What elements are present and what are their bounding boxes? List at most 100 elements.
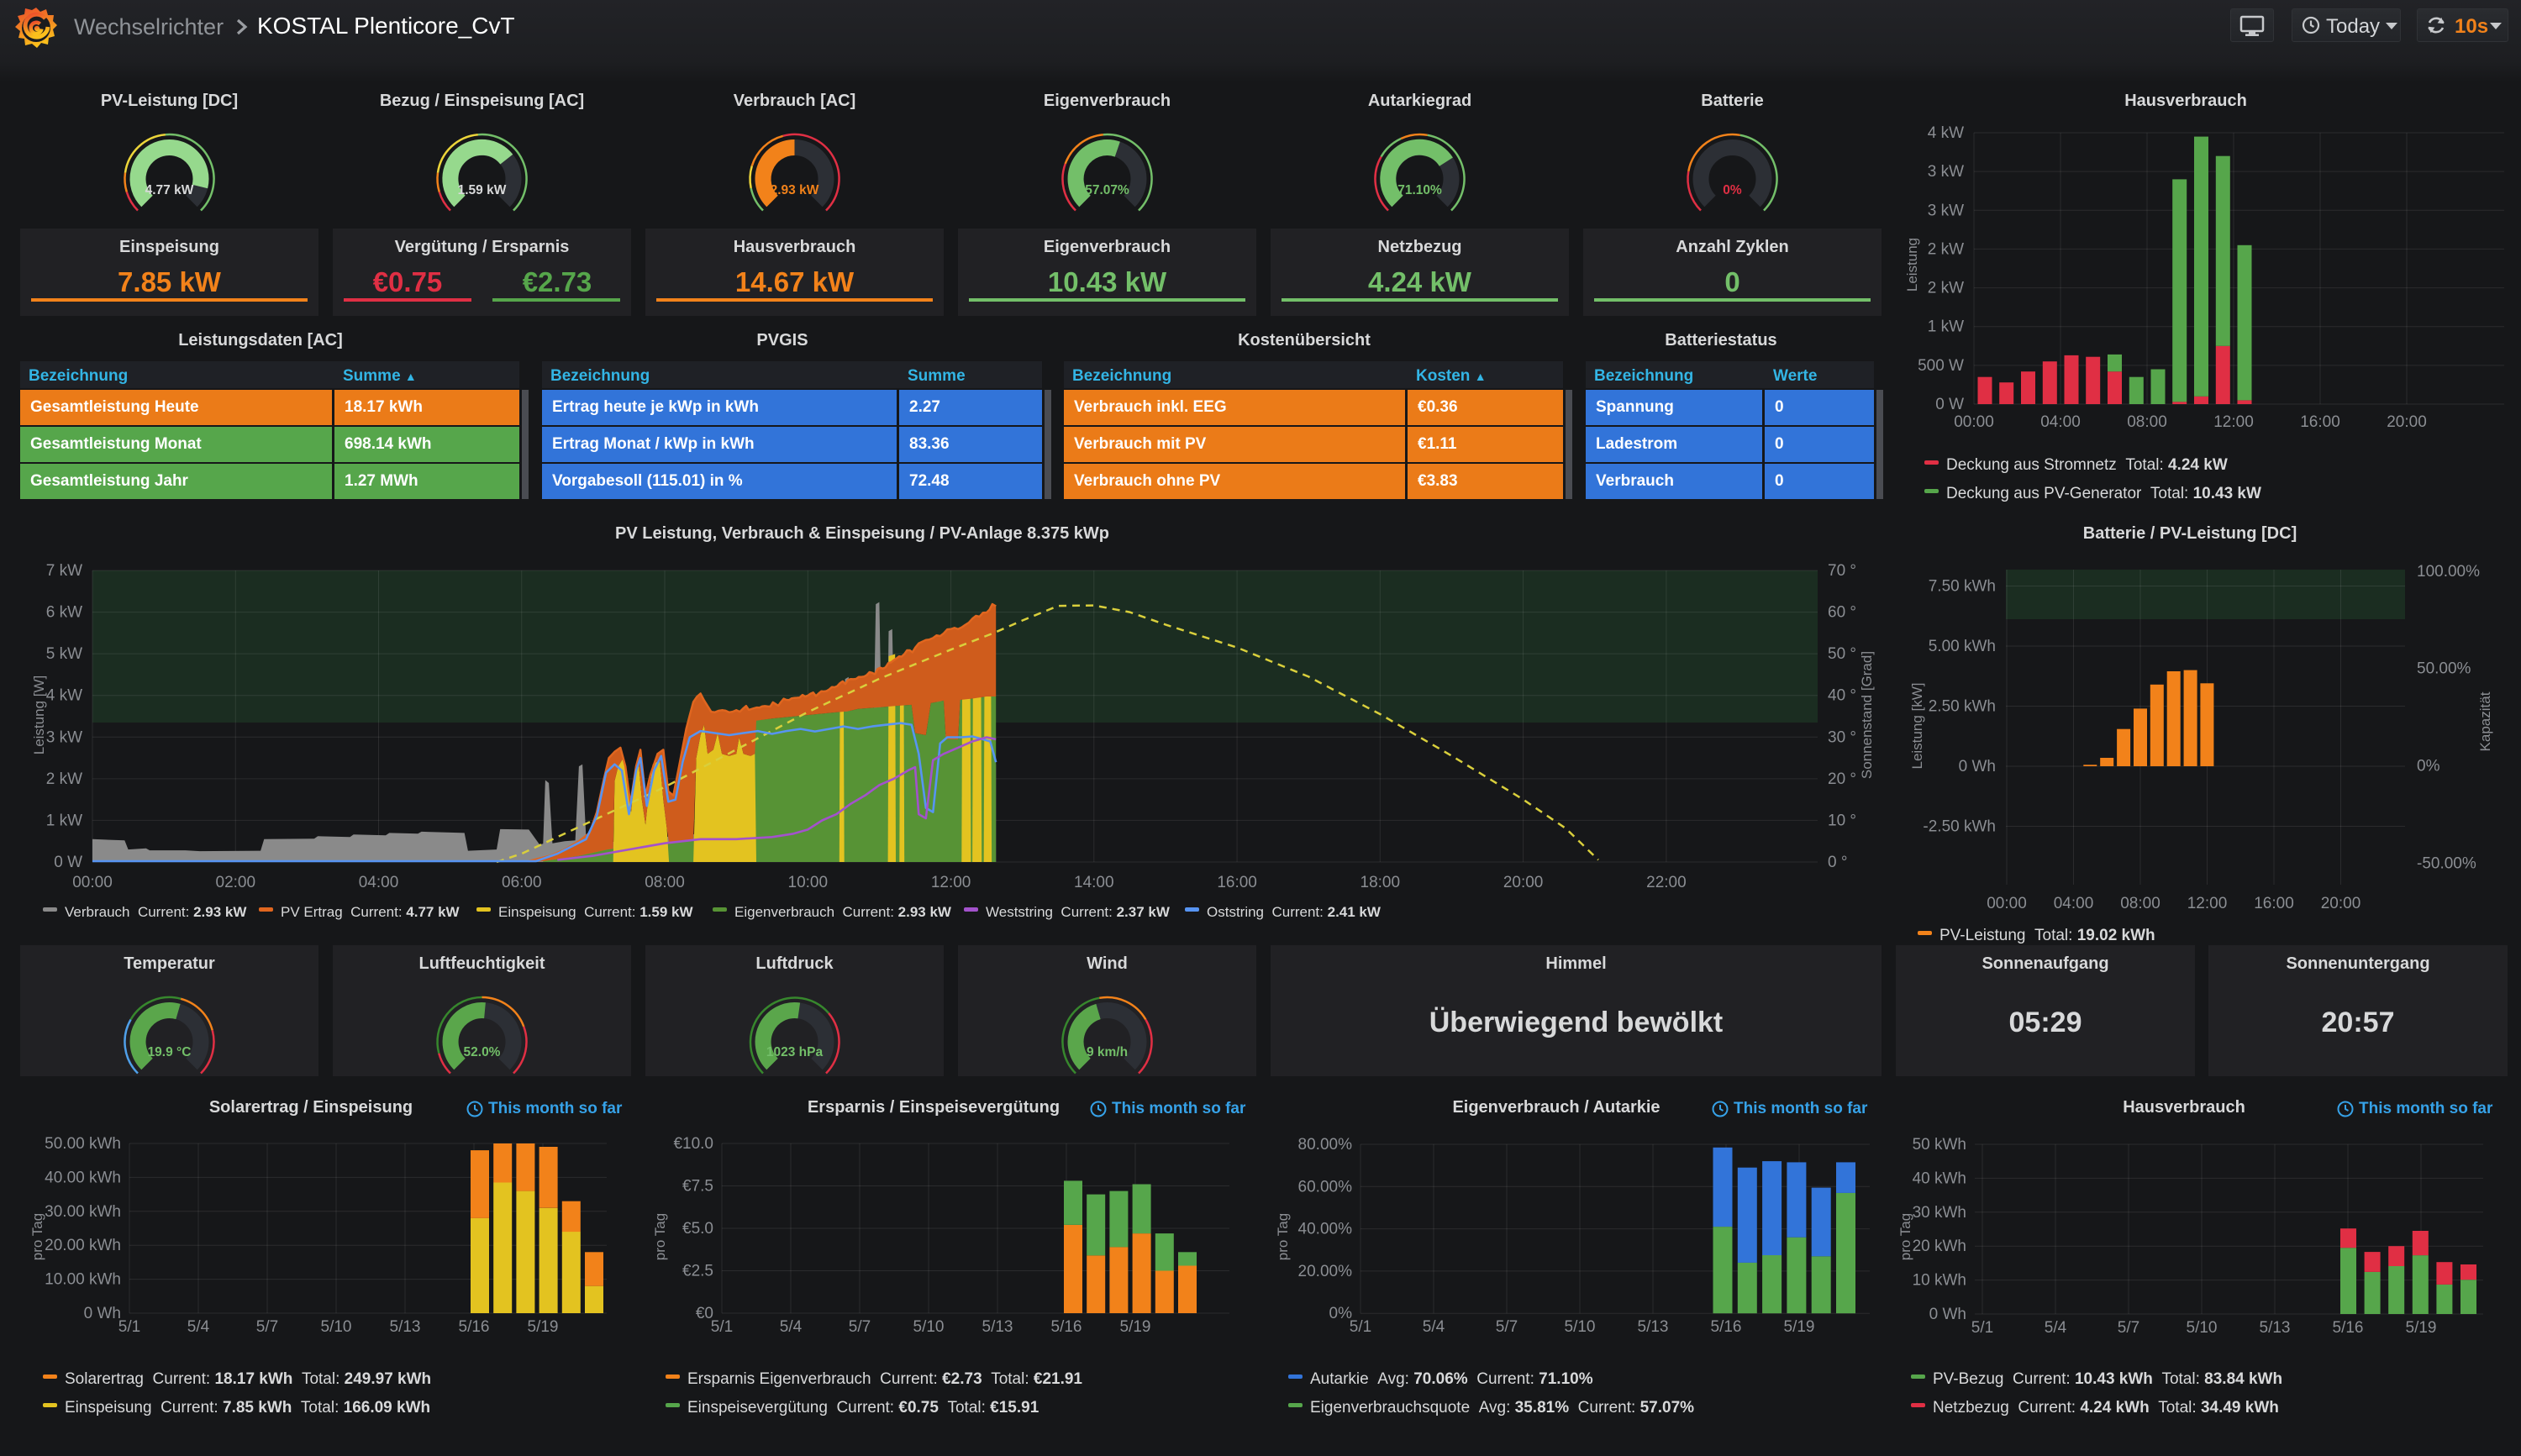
svg-text:PV-Bezug Current: 10.43 kWh: PV-Bezug Current: 10.43 kWh Total: 83.84… [1933,1370,2282,1388]
svg-text:5/13: 5/13 [982,1318,1013,1336]
svg-text:20 °: 20 ° [1828,770,1856,788]
svg-text:10 kWh: 10 kWh [1913,1272,1966,1290]
svg-text:0 °: 0 ° [1828,854,1847,871]
svg-text:20:00: 20:00 [1503,874,1544,891]
svg-text:30.00 kWh: 30.00 kWh [45,1203,121,1221]
svg-text:Deckung aus Stromnetz Total:: Deckung aus Stromnetz Total: 4.24 kW [1946,456,2228,474]
svg-text:20:00: 20:00 [2321,895,2361,912]
svg-text:5/16: 5/16 [459,1318,490,1336]
svg-text:1023 hPa: 1023 hPa [766,1045,824,1059]
svg-text:06:00: 06:00 [502,874,542,891]
svg-text:70 °: 70 ° [1828,562,1856,580]
svg-text:5 kW: 5 kW [46,645,82,663]
svg-text:50.00%: 50.00% [2417,660,2471,678]
svg-text:18:00: 18:00 [1360,874,1401,891]
svg-text:2.93 kW: 2.93 kW [771,183,819,197]
svg-text:Einspeisevergütung Current: €: Einspeisevergütung Current: €0.75 Total:… [687,1399,1039,1417]
svg-text:10:00: 10:00 [788,874,829,891]
svg-text:5/1: 5/1 [711,1318,733,1336]
svg-text:5/7: 5/7 [1496,1318,1518,1336]
svg-text:5/13: 5/13 [1638,1318,1669,1336]
svg-text:10.00 kWh: 10.00 kWh [45,1271,121,1289]
svg-text:€10.0: €10.0 [673,1135,713,1153]
svg-text:20 kWh: 20 kWh [1913,1238,1966,1255]
svg-text:0%: 0% [1329,1305,1353,1322]
svg-text:PV-Leistung Total: 19.02 kWh: PV-Leistung Total: 19.02 kWh [1939,927,2155,944]
svg-text:2 kW: 2 kW [46,770,82,788]
svg-text:00:00: 00:00 [72,874,113,891]
svg-text:16:00: 16:00 [2254,895,2294,912]
svg-text:5/10: 5/10 [2187,1319,2218,1337]
svg-text:1 kW: 1 kW [46,812,82,829]
svg-text:5/7: 5/7 [256,1318,278,1336]
svg-text:0%: 0% [2417,758,2440,775]
svg-text:0 W: 0 W [1935,396,1964,413]
svg-text:12:00: 12:00 [2213,413,2254,431]
svg-text:16:00: 16:00 [1217,874,1257,891]
svg-text:20:00: 20:00 [2387,413,2427,431]
svg-text:2 kW: 2 kW [1928,240,1964,258]
svg-text:3 kW: 3 kW [1928,163,1964,181]
svg-text:4.77 kW: 4.77 kW [145,183,194,197]
svg-text:04:00: 04:00 [2054,895,2094,912]
svg-text:5/10: 5/10 [913,1318,945,1336]
svg-text:5/1: 5/1 [1971,1319,1993,1337]
svg-text:5/16: 5/16 [1711,1318,1742,1336]
svg-text:7 kW: 7 kW [46,562,82,580]
svg-text:2.50 kWh: 2.50 kWh [1929,698,1996,716]
svg-text:00:00: 00:00 [1987,895,2027,912]
svg-text:5/7: 5/7 [849,1318,871,1336]
svg-text:Netzbezug Current: 4.24 kWh: Netzbezug Current: 4.24 kWh Total: 34.49… [1933,1399,2279,1417]
svg-text:0 Wh: 0 Wh [1959,758,1996,775]
svg-text:Deckung aus PV-Generator Tota: Deckung aus PV-Generator Total: 10.43 kW [1946,485,2261,502]
svg-text:€2.5: €2.5 [682,1263,713,1280]
svg-text:1.59 kW: 1.59 kW [458,183,507,197]
svg-text:0%: 0% [1723,183,1742,197]
svg-text:0 W: 0 W [54,854,82,871]
svg-text:16:00: 16:00 [2300,413,2340,431]
svg-text:Einspeisung Current: 7.85 kWh: Einspeisung Current: 7.85 kWh Total: 166… [65,1399,430,1417]
svg-text:60 °: 60 ° [1828,604,1856,622]
svg-text:0 Wh: 0 Wh [1929,1306,1966,1323]
svg-text:08:00: 08:00 [645,874,685,891]
svg-text:71.10%: 71.10% [1397,183,1442,197]
svg-text:57.07%: 57.07% [1085,183,1129,197]
svg-text:5/7: 5/7 [2118,1319,2139,1337]
svg-text:00:00: 00:00 [1954,413,1994,431]
svg-text:1 kW: 1 kW [1928,318,1964,336]
svg-text:4 kW: 4 kW [1928,124,1964,142]
svg-text:5/13: 5/13 [390,1318,421,1336]
svg-text:5/1: 5/1 [118,1318,140,1336]
svg-text:5/19: 5/19 [528,1318,559,1336]
svg-text:5/16: 5/16 [1051,1318,1082,1336]
svg-text:5/19: 5/19 [2406,1319,2437,1337]
svg-text:Verbrauch Current: 2.93 kW: Verbrauch Current: 2.93 kW [65,904,247,920]
svg-text:5/19: 5/19 [1120,1318,1151,1336]
svg-text:5/10: 5/10 [321,1318,352,1336]
svg-text:5/4: 5/4 [1423,1318,1445,1336]
svg-text:12:00: 12:00 [2187,895,2228,912]
svg-text:Solarertrag Current: 18.17 kW: Solarertrag Current: 18.17 kWh Total: 24… [65,1370,431,1388]
svg-text:14:00: 14:00 [1074,874,1114,891]
svg-text:7.50 kWh: 7.50 kWh [1929,578,1996,596]
svg-text:80.00%: 80.00% [1298,1136,1353,1154]
svg-text:Weststring Current: 2.37 kW: Weststring Current: 2.37 kW [986,904,1171,920]
svg-text:3 kW: 3 kW [1928,202,1964,219]
svg-text:12:00: 12:00 [931,874,971,891]
svg-text:€7.5: €7.5 [682,1178,713,1196]
svg-text:PV Ertrag Current: 4.77 kW: PV Ertrag Current: 4.77 kW [281,904,461,920]
svg-text:€0: €0 [696,1305,713,1322]
svg-text:50.00 kWh: 50.00 kWh [45,1135,121,1153]
svg-text:04:00: 04:00 [2040,413,2081,431]
svg-text:Ersparnis Eigenverbrauch Curr: Ersparnis Eigenverbrauch Current: €2.73 … [687,1370,1082,1388]
svg-text:-50.00%: -50.00% [2417,854,2476,872]
svg-text:40 kWh: 40 kWh [1913,1170,1966,1187]
svg-text:5/4: 5/4 [187,1318,210,1336]
svg-text:4 kW: 4 kW [46,687,82,705]
svg-text:5/4: 5/4 [2045,1319,2067,1337]
svg-text:22:00: 22:00 [1646,874,1687,891]
svg-text:60.00%: 60.00% [1298,1178,1353,1196]
svg-text:-2.50 kWh: -2.50 kWh [1923,818,1996,836]
svg-text:Einspeisung Current: 1.59 kW: Einspeisung Current: 1.59 kW [498,904,693,920]
svg-text:2 kW: 2 kW [1928,280,1964,297]
